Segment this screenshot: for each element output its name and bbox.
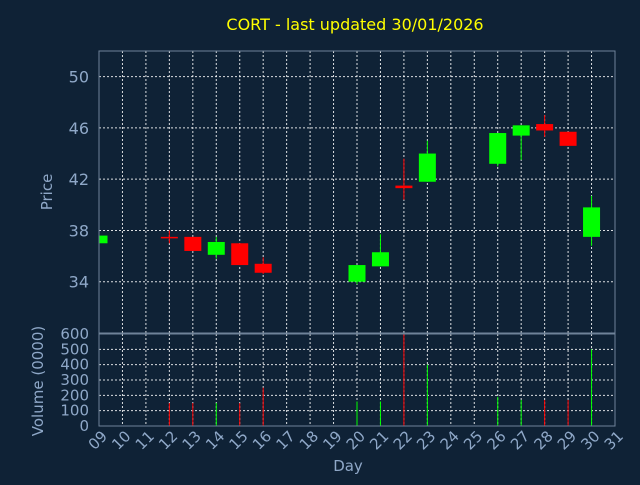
volume-tick-label: 600 bbox=[60, 325, 89, 343]
x-tick-label: 13 bbox=[179, 427, 205, 453]
candle-body bbox=[99, 235, 108, 244]
x-tick-label: 17 bbox=[272, 427, 298, 453]
volume-axis-label: Volume (0000) bbox=[29, 326, 47, 436]
price-plot-frame bbox=[98, 50, 616, 334]
x-tick-label: 26 bbox=[484, 427, 510, 453]
x-tick-label: 10 bbox=[108, 427, 134, 453]
candle-body bbox=[371, 252, 389, 267]
x-tick-label: 29 bbox=[554, 427, 580, 453]
x-axis-label: Day bbox=[333, 457, 363, 475]
candle-body bbox=[583, 207, 601, 237]
x-tick-label: 11 bbox=[132, 427, 158, 453]
volume-tick-label: 500 bbox=[60, 340, 89, 358]
x-tick-label: 15 bbox=[226, 427, 252, 453]
volume-tick-label: 0 bbox=[79, 417, 89, 435]
candle-body bbox=[418, 153, 436, 182]
price-tick-label: 34 bbox=[69, 273, 89, 292]
x-tick-label: 25 bbox=[460, 427, 486, 453]
x-tick-label: 30 bbox=[577, 427, 603, 453]
x-tick-label: 21 bbox=[366, 427, 392, 453]
candle-body bbox=[184, 236, 202, 251]
candle-body bbox=[348, 265, 366, 282]
candle-body bbox=[512, 125, 530, 136]
x-tick-label: 16 bbox=[249, 427, 275, 453]
candle-body bbox=[160, 236, 178, 239]
candle-body bbox=[489, 133, 507, 164]
x-tick-label: 31 bbox=[601, 427, 627, 453]
candle-body bbox=[395, 185, 413, 189]
candle-body bbox=[559, 131, 577, 146]
candle-body bbox=[254, 263, 272, 273]
volume-tick-label: 200 bbox=[60, 386, 89, 404]
x-tick-label: 19 bbox=[319, 427, 345, 453]
volume-plot-frame bbox=[98, 333, 616, 427]
volume-tick-label: 100 bbox=[60, 402, 89, 420]
candle-body bbox=[207, 241, 225, 255]
x-tick-label: 22 bbox=[390, 427, 416, 453]
x-tick-label: 28 bbox=[530, 427, 556, 453]
chart-title: CORT - last updated 30/01/2026 bbox=[226, 15, 483, 34]
x-tick-label: 24 bbox=[437, 427, 463, 453]
candle-body bbox=[536, 124, 554, 131]
volume-tick-label: 300 bbox=[60, 371, 89, 389]
candle-body bbox=[231, 243, 249, 266]
x-tick-label: 14 bbox=[202, 427, 228, 453]
x-tick-label: 27 bbox=[507, 427, 533, 453]
price-tick-label: 50 bbox=[69, 68, 89, 87]
x-tick-label: 20 bbox=[343, 427, 369, 453]
volume-tick-label: 400 bbox=[60, 356, 89, 374]
x-tick-label: 12 bbox=[155, 427, 181, 453]
x-tick-label: 18 bbox=[296, 427, 322, 453]
price-tick-label: 46 bbox=[69, 119, 89, 138]
price-tick-label: 42 bbox=[69, 170, 89, 189]
price-tick-label: 38 bbox=[69, 221, 89, 240]
x-tick-label: 23 bbox=[413, 427, 439, 453]
price-axis-label: Price bbox=[38, 174, 56, 211]
